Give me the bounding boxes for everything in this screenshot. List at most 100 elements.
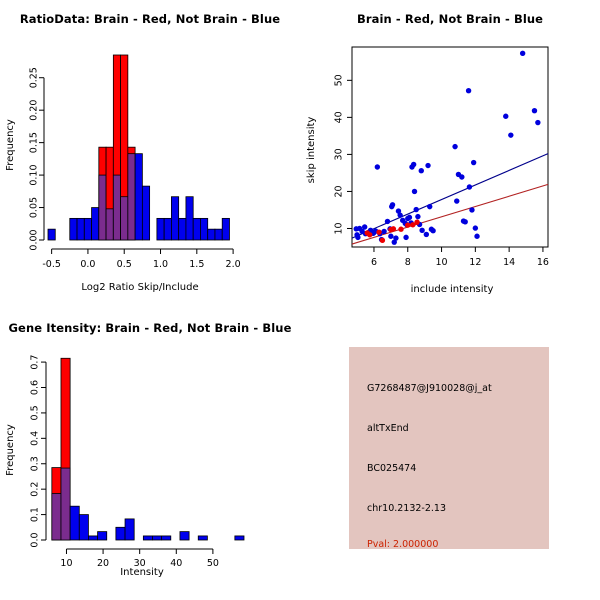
scatter-point xyxy=(470,159,477,166)
y-tick-label: 0.10 xyxy=(29,165,40,186)
scatter-point xyxy=(411,188,418,195)
gene-histogram-bars xyxy=(51,357,245,541)
gene-histogram-svg: 0.0 0.1 0.2 0.3 0.4 0.5 0.6 0.7 10 20 30 40 50 Inten… xyxy=(5,355,245,578)
ratio-histogram-ylabel: Frequency xyxy=(5,119,16,171)
histogram-bar xyxy=(69,505,80,541)
histogram-bar xyxy=(179,531,190,541)
histogram-bar xyxy=(76,217,85,241)
gene-info-panel: G7268487@J910028@j_at altTxEnd BC025474 … xyxy=(300,300,600,600)
histogram-bar xyxy=(69,217,78,241)
scatter-point xyxy=(395,208,402,214)
x-tick-label: 2.0 xyxy=(226,259,241,270)
histogram-bar xyxy=(234,535,245,541)
histogram-bar xyxy=(221,217,230,241)
scatter-point xyxy=(406,214,413,221)
scatter-point xyxy=(474,233,480,239)
scatter-point xyxy=(367,232,373,238)
y-tick-label: 0.1 xyxy=(30,507,41,522)
x-tick-label: 20 xyxy=(97,558,109,569)
scatter-point xyxy=(389,202,396,208)
histogram-bar xyxy=(115,526,126,541)
scatter-point xyxy=(376,229,382,235)
y-tick-label: 0.3 xyxy=(30,456,41,471)
scatter-point xyxy=(390,226,397,232)
scatter-point xyxy=(381,228,387,235)
ratio-histogram-bars xyxy=(47,54,230,241)
scatter-point xyxy=(388,233,394,239)
histogram-bar-overlap xyxy=(105,208,114,241)
histogram-bar xyxy=(152,535,163,541)
histogram-bar xyxy=(197,535,208,541)
x-tick-label: 10 xyxy=(60,558,72,569)
x-tick-label: 1.0 xyxy=(153,259,168,270)
scatter-panel: Brain - Red, Not Brain - Blue 10 20 30 40 50… xyxy=(300,0,600,300)
x-tick-label: 0.0 xyxy=(80,259,95,270)
pval-text: Pval: 2.000000 xyxy=(367,539,439,550)
scatter-point xyxy=(374,164,381,170)
scatter-point xyxy=(413,206,419,213)
scatter-point xyxy=(361,224,368,230)
histogram-bar xyxy=(214,228,223,241)
histogram-bar xyxy=(207,228,216,241)
scatter-point xyxy=(465,88,472,94)
ratio-histogram-xlabel: Log2 Ratio Skip/Include xyxy=(81,282,198,293)
scatter-point xyxy=(391,239,397,245)
y-tick-label: 50 xyxy=(334,74,345,86)
scatter-axes: 10 20 30 40 50 6 8 10 12 14 16 xyxy=(334,74,549,268)
histogram-bar xyxy=(134,153,143,241)
scatter-svg: 10 20 30 40 50 6 8 10 12 14 16 include intensity s… xyxy=(306,46,549,295)
scatter-point xyxy=(454,198,460,204)
histogram-bar xyxy=(171,196,180,241)
histogram-bar xyxy=(161,535,172,541)
y-tick-label: 20 xyxy=(334,185,345,197)
histogram-bar xyxy=(78,514,89,541)
histogram-bar xyxy=(47,228,56,241)
x-tick-label: 10 xyxy=(436,257,448,268)
histogram-bar xyxy=(156,217,165,241)
scatter-point xyxy=(423,231,430,238)
histogram-bar-overlap xyxy=(127,153,136,241)
scatter-point xyxy=(410,161,417,168)
scatter-point xyxy=(384,218,391,225)
regression-line xyxy=(351,153,549,239)
scatter-point xyxy=(418,168,424,174)
x-tick-label: 12 xyxy=(469,257,481,268)
locus-text: chr10.2132-2.13 xyxy=(367,503,447,514)
scatter-point xyxy=(469,207,475,213)
x-tick-label: 1.5 xyxy=(189,259,204,270)
x-tick-label: 40 xyxy=(170,558,182,569)
histogram-bar xyxy=(124,518,135,541)
scatter-title: Brain - Red, Not Brain - Blue xyxy=(356,12,544,26)
scatter-point xyxy=(415,213,421,220)
scatter-point xyxy=(425,162,431,169)
y-tick-label: 0.5 xyxy=(30,405,41,420)
x-tick-label: 16 xyxy=(537,257,549,268)
histogram-bar xyxy=(91,207,100,241)
scatter-fit-lines xyxy=(351,153,549,245)
scatter-point xyxy=(414,219,420,225)
y-tick-label: 10 xyxy=(334,222,345,234)
scatter-point xyxy=(459,174,465,180)
histogram-bar xyxy=(88,535,98,541)
histogram-bar xyxy=(142,535,153,541)
histogram-bar-overlap xyxy=(98,174,107,241)
y-tick-label: 0.05 xyxy=(29,197,40,218)
histogram-bar xyxy=(200,217,209,241)
scatter-point xyxy=(452,143,458,150)
gene-histogram-panel: Gene Itensity: Brain - Red, Not Brain - … xyxy=(0,300,300,600)
gene-histogram-ylabel: Frequency xyxy=(5,424,16,476)
gene-histogram-title: Gene Itensity: Brain - Red, Not Brain - … xyxy=(8,321,292,335)
histogram-bar xyxy=(141,185,151,241)
histogram-bar xyxy=(185,196,194,241)
scatter-point xyxy=(430,228,436,234)
scatter-points xyxy=(353,50,541,245)
scatter-point xyxy=(466,184,473,190)
ratio-histogram-title: RatioData: Brain - Red, Not Brain - Blue xyxy=(19,12,281,26)
plot-frame xyxy=(351,46,549,248)
y-tick-label: 0.2 xyxy=(30,482,41,497)
histogram-bar xyxy=(97,531,108,541)
scatter-point xyxy=(397,212,403,218)
histogram-bar-overlap xyxy=(51,493,62,541)
scatter-point xyxy=(355,234,361,241)
histogram-bar-overlap xyxy=(120,196,129,241)
